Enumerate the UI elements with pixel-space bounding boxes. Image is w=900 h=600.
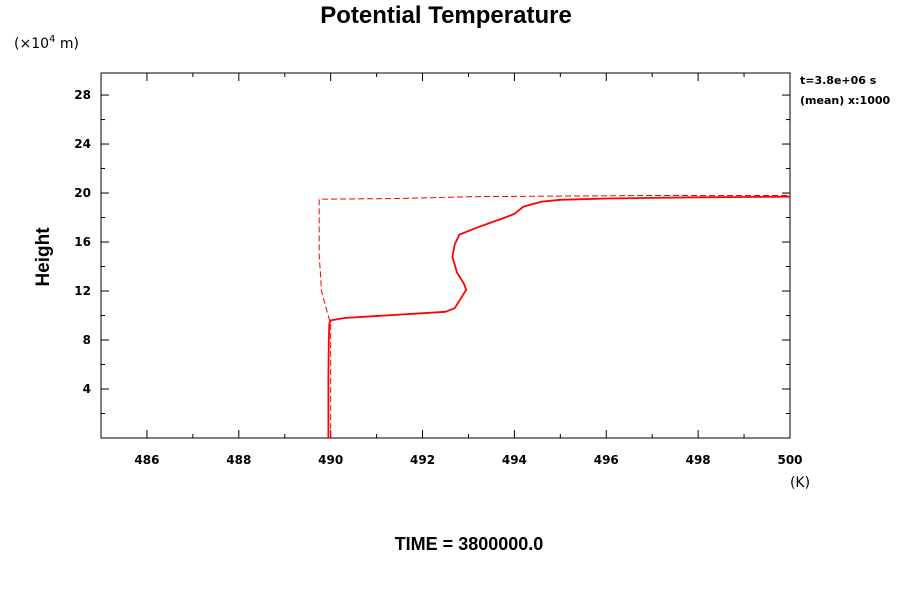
- y-unit-label: (×104 m): [14, 34, 79, 52]
- y-tick-label: 20: [74, 186, 91, 200]
- y-axis-label: Height: [33, 227, 54, 287]
- plot-lines: [318, 195, 791, 438]
- y-tick-label: 16: [74, 235, 91, 249]
- plot-axes: 486 488 490 492 494 496 498 500 4 8 12 16 20 24 28: [74, 72, 803, 467]
- x-tick-label: 498: [686, 453, 711, 467]
- annotation-mean: (mean) x:1000: [800, 94, 891, 107]
- y-unit-prefix: (×10: [14, 36, 49, 52]
- y-tick-label: 4: [83, 382, 91, 396]
- plot-frame: [100, 72, 791, 439]
- chart-title: Potential Temperature: [320, 2, 572, 29]
- y-unit-suffix: m): [55, 36, 79, 52]
- x-tick-label: 492: [410, 453, 435, 467]
- y-unit-exponent: 4: [49, 34, 55, 45]
- x-tick-label: 494: [502, 453, 527, 467]
- y-tick-label: 8: [83, 333, 91, 347]
- dashed-series-line: [318, 195, 790, 438]
- solid-series-line: [327, 195, 791, 438]
- x-tick-label: 490: [318, 453, 343, 467]
- x-tick-label: 500: [777, 453, 802, 467]
- x-tick-label: 486: [134, 453, 159, 467]
- time-footer: TIME = 3800000.0: [395, 534, 544, 554]
- y-tick-label: 12: [74, 284, 91, 298]
- annotation-time: t=3.8e+06 s: [800, 74, 877, 87]
- y-tick-label: 24: [74, 137, 91, 151]
- y-tick-label: 28: [74, 88, 91, 102]
- x-unit-label: (K): [790, 475, 810, 491]
- x-tick-label: 496: [594, 453, 619, 467]
- x-tick-label: 488: [226, 453, 251, 467]
